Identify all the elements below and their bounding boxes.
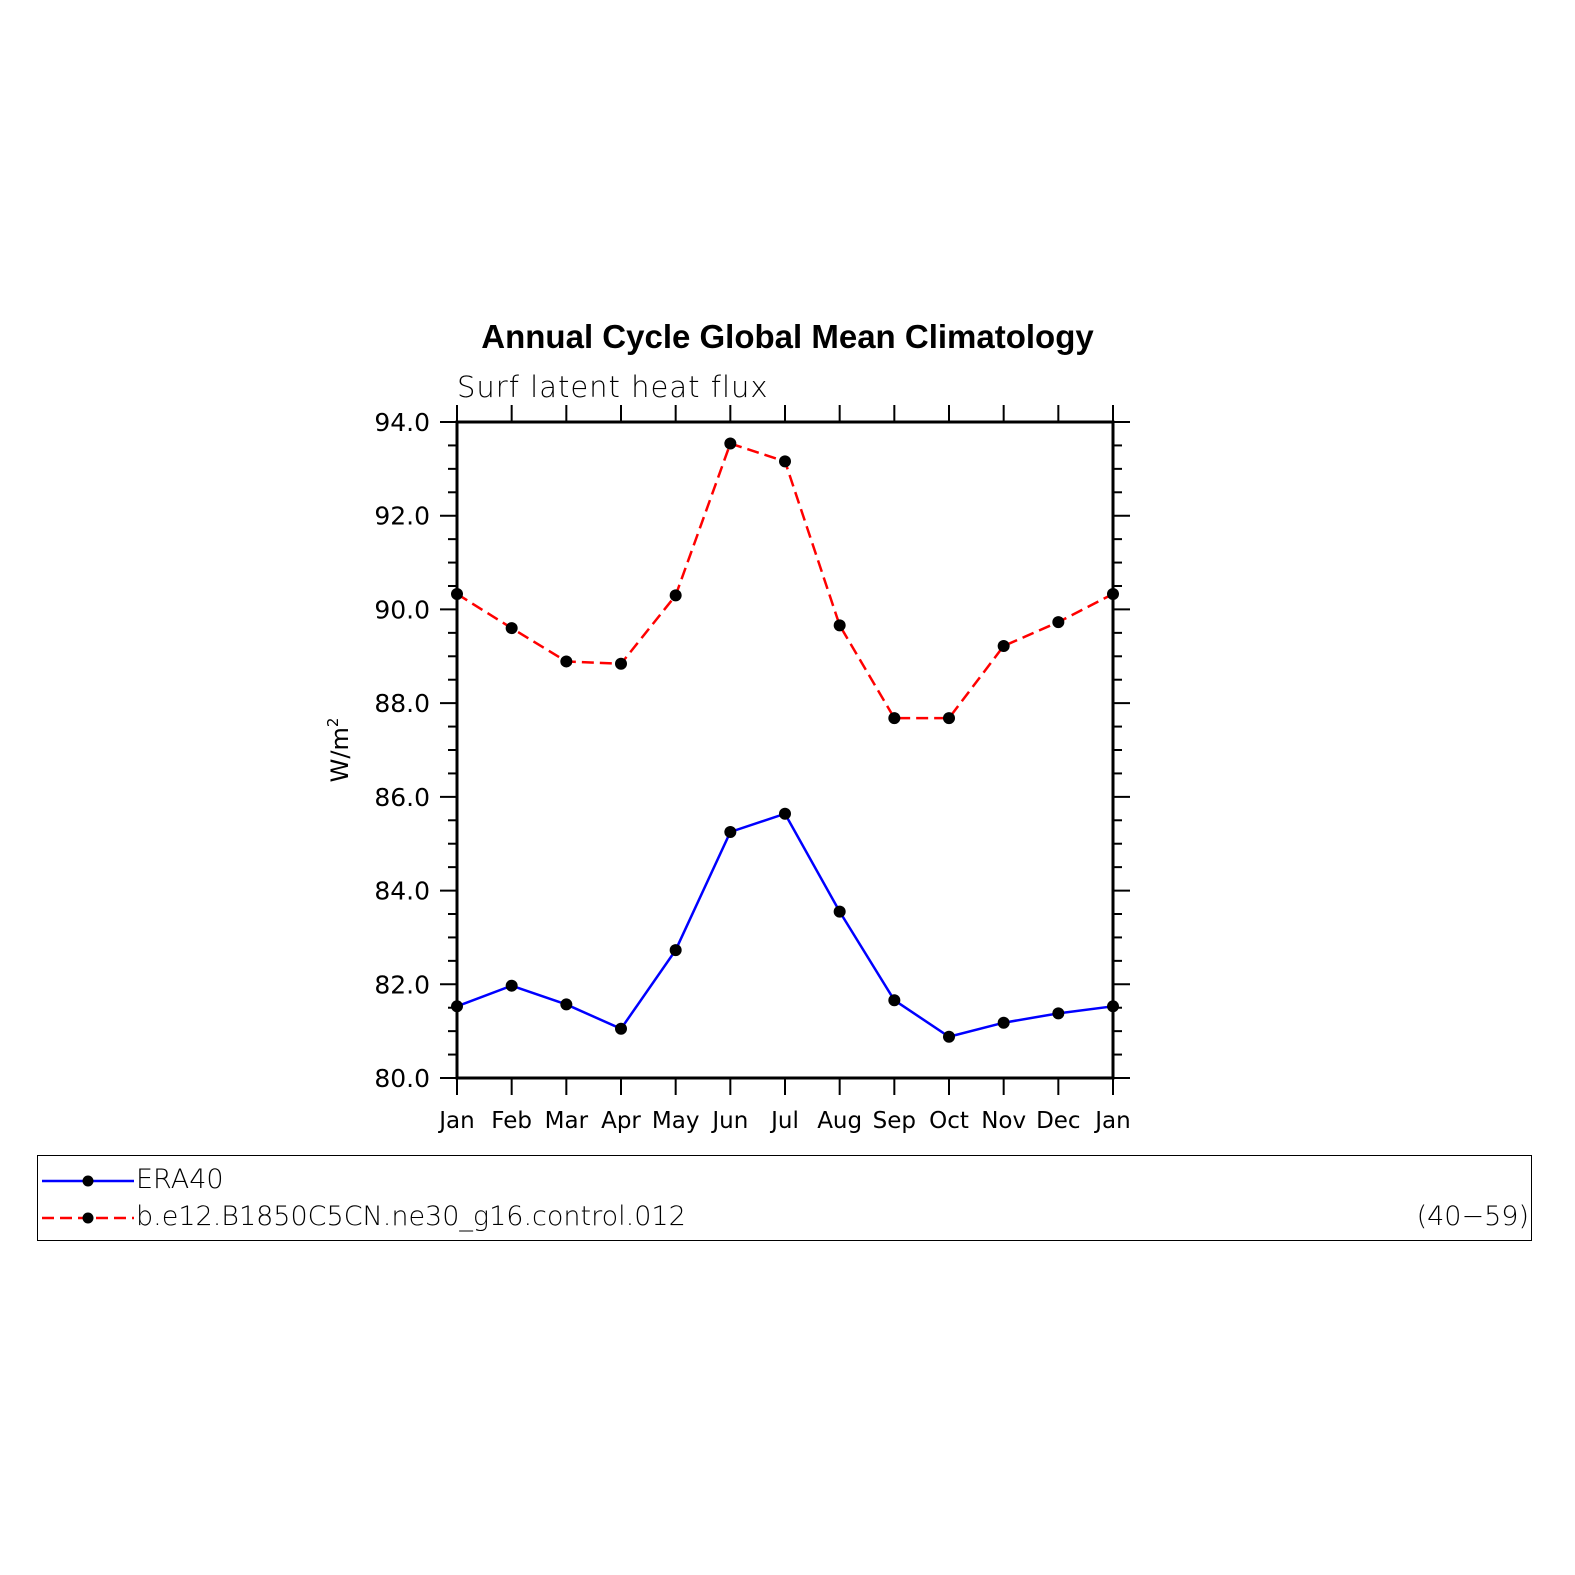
data-point-series-0	[833, 905, 846, 918]
legend-item-era40: ERA40	[38, 1162, 1531, 1198]
y-tick-label: 86.0	[374, 783, 430, 812]
legend-swatch-model	[42, 1212, 134, 1224]
data-point-series-1	[1107, 587, 1119, 600]
x-tick-label: Aug	[817, 1108, 862, 1134]
legend-swatch-era40	[42, 1175, 134, 1187]
data-point-series-1	[615, 657, 627, 670]
plot-frame	[455, 420, 1115, 1080]
series-line-1	[456, 441, 1114, 720]
x-tick-label: Jun	[710, 1108, 748, 1134]
data-point-series-0	[724, 826, 737, 838]
legend-label-era40: ERA40	[136, 1164, 224, 1195]
x-tick-label: Jul	[769, 1108, 799, 1134]
data-point-series-0	[669, 944, 682, 957]
data-point-series-0	[943, 1030, 955, 1043]
data-point-series-1	[669, 589, 682, 602]
chart-subtitle: Surf latent heat flux	[457, 370, 769, 404]
series-layer	[451, 437, 1119, 1043]
y-axis-label: W/m2	[324, 718, 354, 783]
series-line-0	[456, 812, 1114, 1039]
x-tick-label: Nov	[981, 1108, 1026, 1134]
legend-item-model: b.e12.B1850C5CN.ne30_g16.control.012 (40…	[38, 1199, 1531, 1235]
data-point-series-0	[888, 994, 901, 1007]
chart-title: Annual Cycle Global Mean Climatology	[481, 318, 1094, 355]
x-tick-label: Jan	[437, 1108, 474, 1134]
y-tick-label: 90.0	[374, 595, 430, 624]
data-point-series-1	[505, 622, 518, 635]
data-point-series-1	[997, 639, 1010, 652]
data-point-series-0	[560, 998, 573, 1011]
chart-ticks	[440, 405, 1130, 1095]
chart-axes	[455, 420, 1115, 1080]
chart-legend: ERA40 b.e12.B1850C5CN.ne30_g16.control.0…	[37, 1155, 1532, 1241]
data-point-series-0	[997, 1016, 1010, 1029]
data-point-series-1	[724, 437, 737, 450]
x-tick-label: Dec	[1036, 1108, 1081, 1134]
data-point-series-0	[1107, 1000, 1119, 1013]
data-point-series-1	[779, 455, 791, 468]
x-tick-label: Jan	[1093, 1108, 1130, 1134]
legend-period-model: (40−59)	[1416, 1201, 1529, 1232]
data-point-series-1	[1052, 616, 1065, 629]
data-point-series-1	[451, 587, 463, 600]
data-point-series-0	[505, 979, 518, 992]
data-point-series-0	[1052, 1007, 1065, 1020]
data-point-series-0	[779, 807, 791, 820]
legend-label-model: b.e12.B1850C5CN.ne30_g16.control.012	[136, 1201, 686, 1232]
x-tick-label: May	[652, 1108, 700, 1134]
y-tick-label: 84.0	[374, 877, 430, 906]
x-tick-label: Oct	[929, 1108, 969, 1134]
data-point-series-1	[560, 655, 573, 668]
y-tick-label: 88.0	[374, 689, 430, 718]
y-tick-label: 80.0	[374, 1064, 430, 1093]
y-tick-label: 82.0	[374, 970, 430, 999]
x-tick-label: Feb	[491, 1108, 532, 1134]
data-point-series-0	[451, 1000, 463, 1013]
x-tick-label: Apr	[601, 1108, 641, 1134]
line-chart: 80.0 82.0 84.0 86.0 88.0 90.0 92.0 94.0 Jan Feb Ma…	[324, 405, 1131, 1134]
data-point-series-1	[888, 712, 901, 725]
data-point-series-1	[943, 712, 955, 725]
y-tick-label: 94.0	[374, 408, 430, 437]
y-tick-label: 92.0	[374, 502, 430, 531]
data-point-series-0	[615, 1022, 627, 1035]
x-tick-label: Sep	[873, 1108, 916, 1134]
data-point-series-1	[833, 619, 846, 632]
tick-labels: 80.0 82.0 84.0 86.0 88.0 90.0 92.0 94.0 Jan Feb Ma…	[374, 408, 1130, 1134]
x-tick-label: Mar	[545, 1108, 589, 1134]
